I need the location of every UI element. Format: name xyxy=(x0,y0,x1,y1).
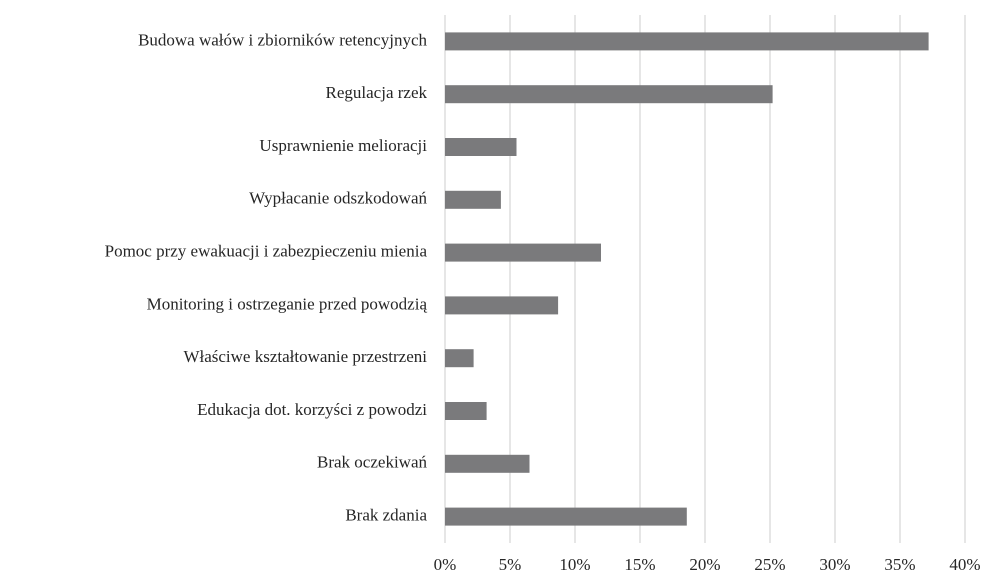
bar xyxy=(445,454,530,473)
y-tick-label: Właściwe kształtowanie przestrzeni xyxy=(183,347,427,366)
x-tick-label: 5% xyxy=(499,555,522,574)
bar xyxy=(445,243,601,262)
y-tick-label: Regulacja rzek xyxy=(326,83,428,102)
y-tick-label: Budowa wałów i zbiorników retencyjnych xyxy=(138,30,427,49)
bar xyxy=(445,85,773,104)
bar xyxy=(445,190,501,209)
y-tick-label: Edukacja dot. korzyści z powodzi xyxy=(197,400,427,419)
y-tick-label: Pomoc przy ewakuacji i zabezpieczeniu mi… xyxy=(105,242,428,261)
y-tick-label: Brak zdania xyxy=(345,506,427,525)
x-tick-label: 20% xyxy=(689,555,720,574)
x-tick-label: 25% xyxy=(754,555,785,574)
bar xyxy=(445,296,559,315)
x-tick-label: 35% xyxy=(884,555,915,574)
bar xyxy=(445,138,517,156)
y-tick-label: Usprawnienie melioracji xyxy=(259,136,427,155)
x-tick-label: 0% xyxy=(434,555,457,574)
bar xyxy=(445,349,474,368)
x-tick-label: 30% xyxy=(819,555,850,574)
bar xyxy=(445,32,929,51)
x-tick-label: 10% xyxy=(559,555,590,574)
x-tick-label: 15% xyxy=(624,555,655,574)
x-tick-label: 40% xyxy=(949,555,980,574)
bar xyxy=(445,402,487,420)
bar xyxy=(445,507,687,526)
y-tick-label: Monitoring i ostrzeganie przed powodzią xyxy=(147,294,428,313)
y-tick-label: Brak oczekiwań xyxy=(317,453,427,472)
y-tick-label: Wypłacanie odszkodowań xyxy=(249,189,427,208)
